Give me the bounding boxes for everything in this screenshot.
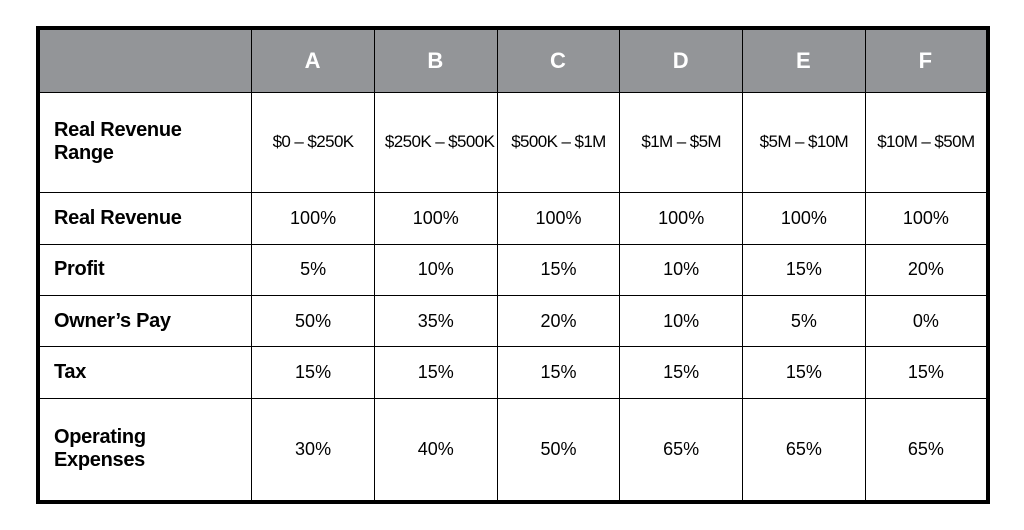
cell: 100% — [743, 193, 866, 244]
cell: 40% — [374, 398, 497, 502]
allocation-table: A B C D E F Real Revenue Range $0 – $250… — [36, 26, 990, 504]
row-label-owners-pay: Owner’s Pay — [38, 295, 252, 346]
cell: 20% — [497, 295, 620, 346]
header-blank-cell — [38, 28, 252, 92]
cell: 15% — [252, 347, 375, 398]
cell: $500K – $1M — [497, 92, 620, 193]
table-row: Real Revenue Range $0 – $250K $250K – $5… — [38, 92, 988, 193]
table-row: Operating Expenses 30% 40% 50% 65% 65% 6… — [38, 398, 988, 502]
cell: $0 – $250K — [252, 92, 375, 193]
cell: 10% — [620, 244, 743, 295]
cell: 15% — [374, 347, 497, 398]
table-row: Profit 5% 10% 15% 10% 15% 20% — [38, 244, 988, 295]
column-header-e: E — [743, 28, 866, 92]
cell: 15% — [620, 347, 743, 398]
column-header-b: B — [374, 28, 497, 92]
cell: 65% — [620, 398, 743, 502]
column-header-f: F — [865, 28, 988, 92]
cell: 5% — [743, 295, 866, 346]
cell: 30% — [252, 398, 375, 502]
cell: 15% — [743, 244, 866, 295]
cell: 15% — [497, 347, 620, 398]
row-label-real-revenue: Real Revenue — [38, 193, 252, 244]
cell: 100% — [620, 193, 743, 244]
cell: 15% — [743, 347, 866, 398]
cell: 50% — [252, 295, 375, 346]
table-row: Real Revenue 100% 100% 100% 100% 100% 10… — [38, 193, 988, 244]
cell: 100% — [374, 193, 497, 244]
row-label-profit: Profit — [38, 244, 252, 295]
cell: 5% — [252, 244, 375, 295]
cell: $10M – $50M — [865, 92, 988, 193]
cell: 15% — [497, 244, 620, 295]
cell: 0% — [865, 295, 988, 346]
table-row: Owner’s Pay 50% 35% 20% 10% 5% 0% — [38, 295, 988, 346]
cell: 20% — [865, 244, 988, 295]
cell: 100% — [865, 193, 988, 244]
cell: 35% — [374, 295, 497, 346]
cell: 10% — [374, 244, 497, 295]
table-row: Tax 15% 15% 15% 15% 15% 15% — [38, 347, 988, 398]
row-label-tax: Tax — [38, 347, 252, 398]
cell: 65% — [865, 398, 988, 502]
cell: $5M – $10M — [743, 92, 866, 193]
column-header-c: C — [497, 28, 620, 92]
cell: 65% — [743, 398, 866, 502]
cell: 15% — [865, 347, 988, 398]
cell: 50% — [497, 398, 620, 502]
cell: $1M – $5M — [620, 92, 743, 193]
column-header-a: A — [252, 28, 375, 92]
table-header-row: A B C D E F — [38, 28, 988, 92]
cell: 100% — [497, 193, 620, 244]
cell: 10% — [620, 295, 743, 346]
cell: $250K – $500K — [374, 92, 497, 193]
row-label-real-revenue-range: Real Revenue Range — [38, 92, 252, 193]
column-header-d: D — [620, 28, 743, 92]
row-label-operating-expenses: Operating Expenses — [38, 398, 252, 502]
cell: 100% — [252, 193, 375, 244]
page: A B C D E F Real Revenue Range $0 – $250… — [0, 0, 1024, 530]
